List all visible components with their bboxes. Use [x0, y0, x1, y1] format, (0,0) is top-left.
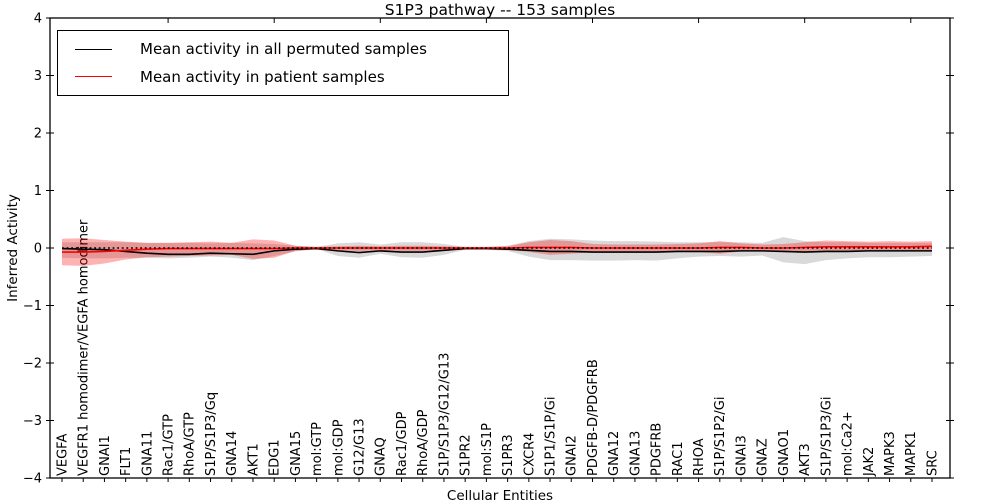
x-tick-label: S1P/S1P2/Gi: [713, 397, 728, 476]
y-tick-label: 2: [34, 126, 42, 141]
x-tick-label: RAC1: [671, 441, 686, 476]
x-tick-label: GNAO1: [777, 429, 792, 476]
patient-mean-line: [62, 245, 933, 253]
y-tick-label: 0: [34, 241, 42, 256]
x-tick-label: JAK2: [862, 447, 877, 477]
x-axis-label: Cellular Entities: [446, 488, 554, 500]
x-tick-label: GNAQ: [374, 437, 389, 476]
legend-label-permuted: Mean activity in all permuted samples: [140, 40, 427, 59]
x-tick-label: PDGFB-D/PDGFRB: [586, 359, 601, 476]
y-tick-label: 3: [34, 69, 42, 84]
x-tick-label: Rac1/GDP: [395, 411, 410, 476]
legend-line-permuted: [75, 48, 112, 50]
x-tick-label: GNA12: [607, 431, 622, 476]
x-tick-label: GNAI3: [734, 435, 749, 476]
x-tick-label: G12/G13: [352, 418, 367, 476]
x-tick-label: MAPK3: [883, 431, 898, 476]
x-tick-label: mol:Ca2+: [841, 411, 856, 476]
x-tick-label: VEGFA: [55, 434, 70, 476]
x-tick-label: S1P/S1P3/Gq: [204, 392, 219, 476]
x-tick-label: S1P1/S1P/Gi: [543, 397, 558, 476]
x-tick-label: GNAZ: [756, 438, 771, 476]
legend-line-patient: [75, 76, 112, 78]
x-tick-label: Rac1/GTP: [162, 414, 177, 476]
x-tick-label: RhoA/GTP: [183, 412, 198, 476]
x-tick-label: AKT3: [798, 443, 813, 476]
x-tick-label: mol:S1P: [480, 423, 495, 476]
legend: Mean activity in all permuted samples Me…: [57, 30, 509, 96]
legend-label-patient: Mean activity in patient samples: [140, 67, 385, 86]
x-tick-label: GNA13: [628, 431, 643, 476]
permuted-mean-line: [61, 247, 932, 256]
x-tick-label: CXCR4: [522, 433, 537, 476]
x-tick-label: RhoA/GDP: [416, 409, 431, 476]
x-tick-label: VEGFR1 homodimer/VEGFA homodimer: [77, 219, 92, 476]
x-tick-label: GNA11: [140, 431, 155, 476]
y-tick-label: −2: [23, 356, 42, 371]
x-tick-label: MAPK1: [904, 431, 919, 476]
x-tick-label: GNA15: [289, 431, 304, 476]
y-tick-label: 4: [34, 11, 42, 26]
legend-item-patient: Mean activity in patient samples: [58, 68, 508, 86]
x-tick-label: S1PR3: [501, 434, 516, 476]
chart-title: S1P3 pathway -- 153 samples: [384, 1, 616, 19]
x-tick-label: FLT1: [119, 447, 134, 476]
x-tick-label: AKT1: [246, 443, 261, 476]
y-tick-label: −1: [23, 299, 42, 314]
y-axis-label: Inferred Activity: [5, 194, 21, 302]
x-tick-label: RHOA: [692, 438, 707, 476]
y-tick-label: −4: [23, 471, 42, 486]
x-tick-label: mol:GDP: [331, 419, 346, 476]
x-tick-label: SRC: [925, 450, 940, 476]
permuted-std-band: [62, 237, 932, 265]
patient-std-band: [62, 238, 932, 266]
y-tick-label: −3: [23, 414, 42, 429]
x-tick-label: GNAI2: [565, 435, 580, 476]
x-tick-label: EDG1: [268, 439, 283, 476]
legend-item-permuted: Mean activity in all permuted samples: [58, 40, 508, 58]
x-tick-label: mol:GTP: [310, 422, 325, 476]
x-tick-label: S1P/S1P3/Gi: [819, 397, 834, 476]
x-tick-label: S1PR2: [459, 434, 474, 476]
x-tick-label: S1P/S1P3/G12/G13: [437, 353, 452, 476]
x-tick-label: GNA14: [225, 431, 240, 476]
x-tick-label: GNAI1: [98, 435, 113, 476]
x-tick-label: PDGFRB: [650, 423, 665, 476]
y-tick-label: 1: [34, 184, 42, 199]
